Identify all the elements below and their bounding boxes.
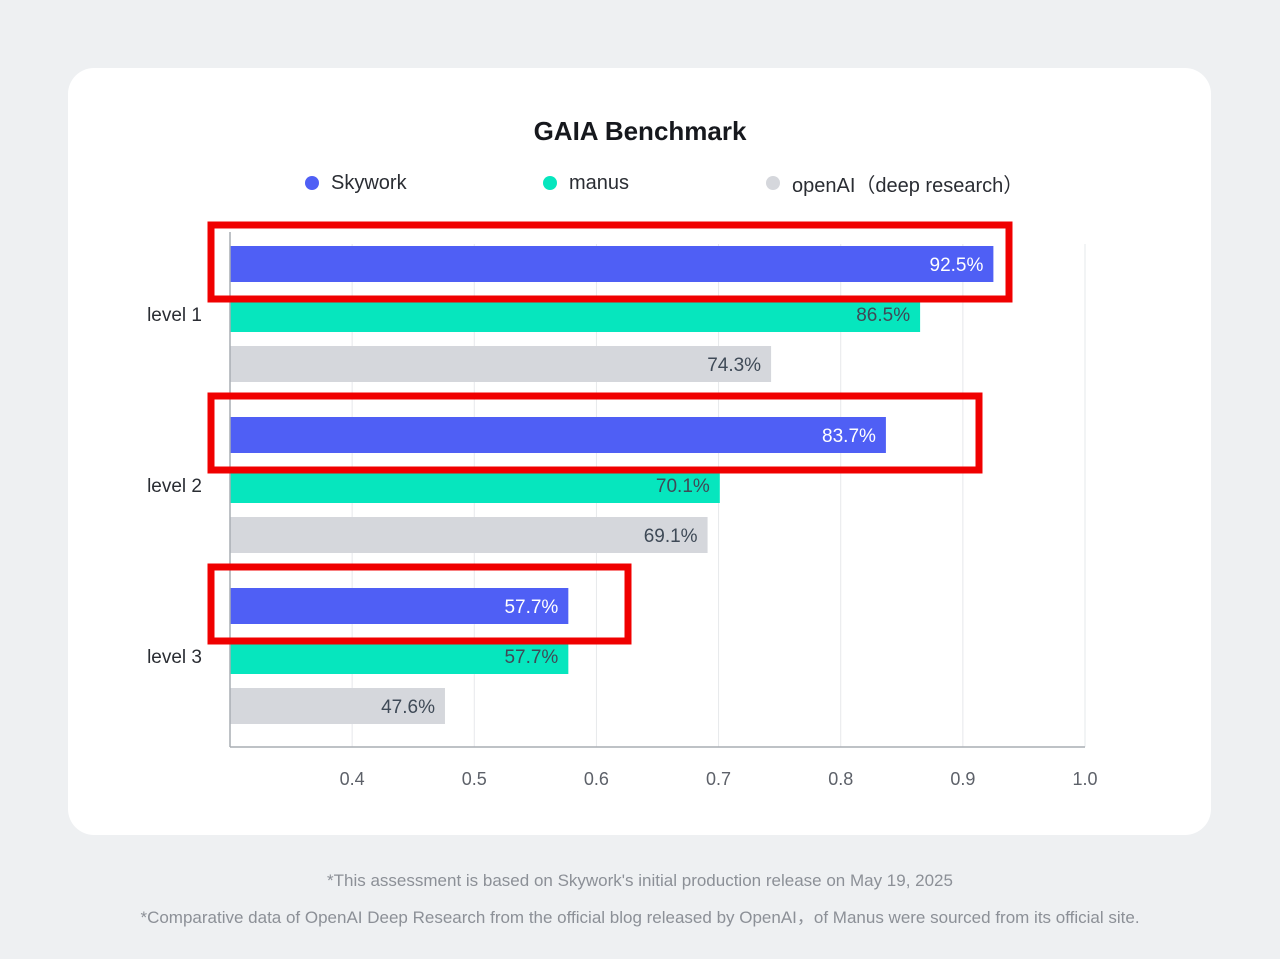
bar-label-2-0: 74.3% — [707, 355, 761, 376]
legend-label-openai: openAI（deep research） — [792, 174, 1024, 197]
legend-item-skywork: Skywork — [305, 170, 407, 196]
legend-item-manus: manus — [543, 170, 629, 196]
legend-swatch-skywork — [305, 176, 319, 190]
highlight-box-1 — [207, 392, 983, 474]
bar-2-2 — [230, 688, 445, 724]
highlight-box-0 — [207, 221, 1013, 303]
legend-item-openai: openAI（deep research） — [766, 170, 1024, 197]
bar-2-0 — [230, 346, 772, 382]
bar-label-2-2: 47.6% — [381, 697, 435, 718]
bar-label-0-0: 92.5% — [930, 255, 984, 276]
bar-2-1 — [230, 517, 708, 553]
bar-label-0-1: 83.7% — [822, 426, 876, 447]
category-label-1: level 2 — [147, 476, 202, 497]
bar-label-1-0: 86.5% — [856, 305, 910, 326]
bar-label-1-2: 57.7% — [504, 647, 558, 668]
x-tick-label-6: 1.0 — [1072, 769, 1097, 789]
x-tick-label-0: 0.4 — [340, 769, 365, 789]
category-label-0: level 1 — [147, 305, 202, 326]
x-tick-label-2: 0.6 — [584, 769, 609, 789]
legend-label-manus: manus — [569, 171, 630, 194]
footnote-1: *This assessment is based on Skywork's i… — [327, 871, 953, 890]
bar-label-1-1: 70.1% — [656, 476, 710, 497]
x-tick-label-4: 0.8 — [828, 769, 853, 789]
bar-0-2 — [230, 588, 569, 624]
highlight-box-2 — [207, 563, 632, 645]
legend-swatch-manus — [543, 176, 557, 190]
chart-title: GAIA Benchmark — [533, 116, 747, 146]
bar-label-0-2: 57.7% — [504, 597, 558, 618]
category-label-2: level 3 — [147, 647, 202, 668]
bar-label-2-1: 69.1% — [644, 526, 698, 547]
bar-0-1 — [230, 417, 886, 453]
legend-label-skywork: Skywork — [331, 171, 407, 194]
x-tick-label-5: 0.9 — [950, 769, 975, 789]
footnote-2: *Comparative data of OpenAI Deep Researc… — [140, 908, 1140, 927]
x-tick-label-3: 0.7 — [706, 769, 731, 789]
legend-swatch-openai — [766, 176, 780, 190]
bar-0-0 — [230, 246, 994, 282]
x-tick-label-1: 0.5 — [462, 769, 487, 789]
